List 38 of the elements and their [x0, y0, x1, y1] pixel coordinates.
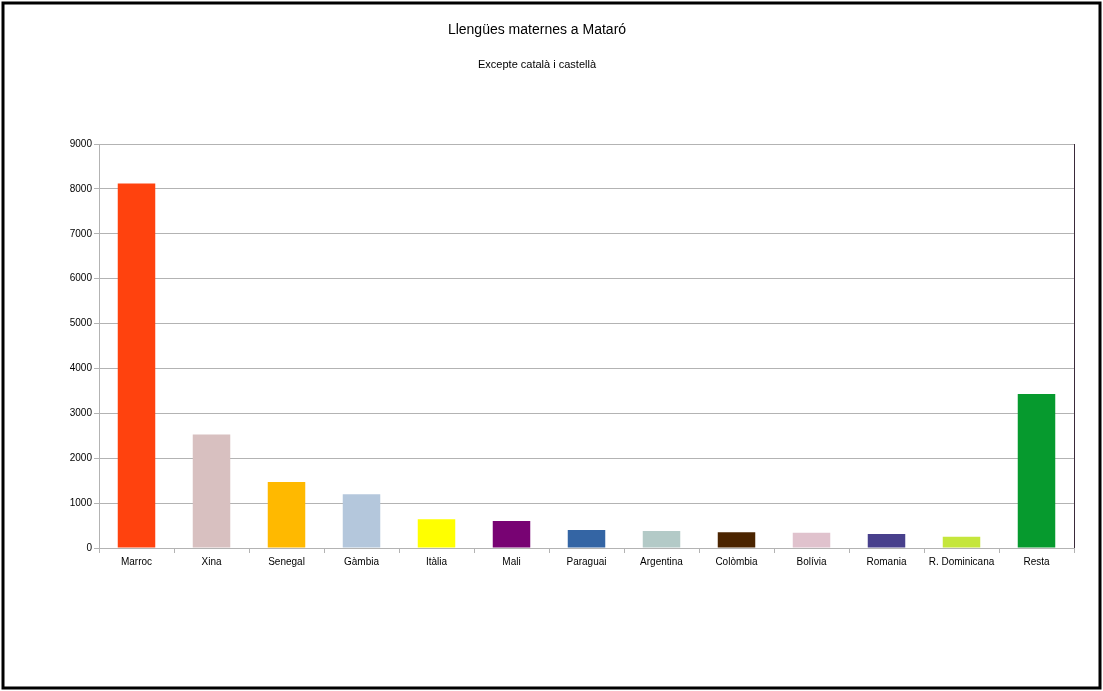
x-tick-label: Romania [866, 555, 907, 567]
x-tick-label: Marroc [120, 555, 153, 567]
x-tick-label: Gàmbia [343, 555, 380, 567]
chart-subtitle: Excepte català i castellà [477, 58, 597, 71]
y-tick-label: 9000 [69, 137, 93, 149]
x-tick-label: Senegal [268, 555, 305, 567]
bar [567, 530, 606, 548]
y-tick-label: 3000 [69, 407, 93, 419]
x-tick-label: Argentina [640, 555, 684, 567]
x-tick-label: Bolívia [796, 555, 827, 567]
bar [1017, 394, 1056, 548]
bar [342, 494, 381, 548]
x-tick-label: Paraguai [566, 555, 607, 567]
bar [717, 532, 756, 548]
bar [492, 521, 531, 548]
y-tick-label: 4000 [69, 362, 93, 374]
bar [117, 183, 156, 548]
y-tick-label: 5000 [69, 317, 93, 329]
bar [192, 434, 231, 548]
y-tick-label: 2000 [69, 451, 93, 463]
x-tick-label: R. Dominicana [928, 555, 995, 567]
x-tick-label: Mali [502, 555, 521, 567]
bar [417, 519, 456, 548]
y-tick-label: 8000 [69, 182, 93, 194]
y-tick-label: 6000 [69, 272, 93, 284]
x-tick-label: Colòmbia [715, 555, 759, 567]
y-tick-label: 0 [86, 541, 93, 553]
bar [267, 482, 306, 548]
bar [867, 534, 906, 548]
y-tick-label: 1000 [69, 496, 93, 508]
bar [792, 532, 831, 548]
bar [642, 530, 681, 548]
x-tick-label: Itàlia [425, 555, 448, 567]
chart-title: Llengües maternes a Mataró [447, 21, 627, 38]
x-tick-label: Resta [1023, 555, 1050, 567]
x-tick-label: Xina [201, 555, 222, 567]
bar [942, 536, 981, 548]
y-tick-label: 7000 [69, 227, 93, 239]
